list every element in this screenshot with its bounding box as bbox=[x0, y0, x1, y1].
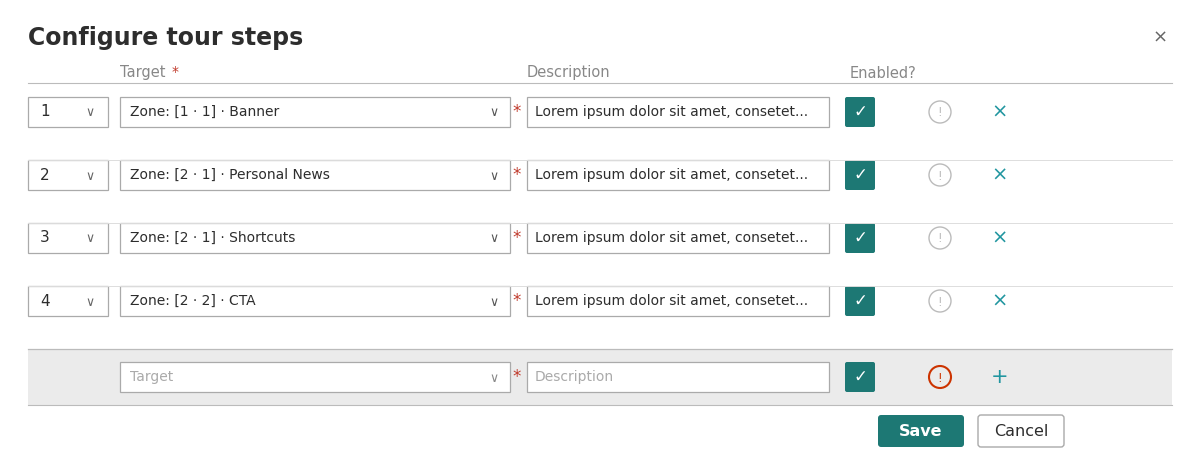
Text: Target: Target bbox=[120, 65, 166, 81]
Text: ×: × bbox=[992, 229, 1008, 248]
Text: !: ! bbox=[937, 170, 942, 183]
Text: Lorem ipsum dolor sit amet, consetet...: Lorem ipsum dolor sit amet, consetet... bbox=[535, 105, 808, 119]
Bar bbox=[120, 223, 510, 253]
Text: ∨: ∨ bbox=[85, 296, 95, 308]
Text: Enabled?: Enabled? bbox=[850, 65, 917, 81]
Text: !: ! bbox=[937, 372, 942, 384]
Text: Description: Description bbox=[527, 65, 611, 81]
Text: Description: Description bbox=[535, 370, 614, 384]
FancyBboxPatch shape bbox=[845, 286, 875, 316]
Text: Lorem ipsum dolor sit amet, consetet...: Lorem ipsum dolor sit amet, consetet... bbox=[535, 231, 808, 245]
Text: 4: 4 bbox=[40, 294, 49, 308]
Text: ∨: ∨ bbox=[85, 106, 95, 119]
Text: ✓: ✓ bbox=[853, 292, 866, 310]
Text: ∨: ∨ bbox=[490, 232, 498, 246]
Text: ∨: ∨ bbox=[490, 106, 498, 119]
Text: ✓: ✓ bbox=[853, 166, 866, 184]
Bar bbox=[120, 362, 510, 392]
Text: Zone: [2 · 2] · CTA: Zone: [2 · 2] · CTA bbox=[130, 294, 256, 308]
Text: Lorem ipsum dolor sit amet, consetet...: Lorem ipsum dolor sit amet, consetet... bbox=[535, 168, 808, 182]
Text: ∨: ∨ bbox=[490, 296, 498, 308]
Text: ×: × bbox=[1152, 29, 1168, 47]
Text: Zone: [1 · 1] · Banner: Zone: [1 · 1] · Banner bbox=[130, 105, 280, 119]
Bar bbox=[120, 97, 510, 127]
Text: *: * bbox=[512, 229, 521, 247]
Bar bbox=[28, 349, 1172, 405]
Text: *: * bbox=[172, 65, 179, 79]
FancyBboxPatch shape bbox=[845, 223, 875, 253]
Text: *: * bbox=[512, 292, 521, 310]
Text: *: * bbox=[512, 368, 521, 386]
Text: 1: 1 bbox=[40, 105, 49, 119]
Text: !: ! bbox=[937, 232, 942, 246]
Text: Configure tour steps: Configure tour steps bbox=[28, 26, 304, 50]
Text: ∨: ∨ bbox=[85, 170, 95, 183]
Text: ∨: ∨ bbox=[490, 170, 498, 183]
Text: Target: Target bbox=[130, 370, 173, 384]
Bar bbox=[527, 160, 829, 190]
Text: Zone: [2 · 1] · Shortcuts: Zone: [2 · 1] · Shortcuts bbox=[130, 231, 295, 245]
Text: 2: 2 bbox=[40, 167, 49, 183]
FancyBboxPatch shape bbox=[845, 97, 875, 127]
Text: *: * bbox=[512, 166, 521, 184]
FancyBboxPatch shape bbox=[978, 415, 1064, 447]
Bar bbox=[527, 223, 829, 253]
Bar bbox=[527, 362, 829, 392]
Bar bbox=[28, 160, 108, 190]
Text: !: ! bbox=[937, 106, 942, 119]
Bar bbox=[28, 286, 108, 316]
Text: !: ! bbox=[937, 296, 942, 308]
Text: Zone: [2 · 1] · Personal News: Zone: [2 · 1] · Personal News bbox=[130, 168, 330, 182]
Text: ×: × bbox=[992, 165, 1008, 184]
Text: Cancel: Cancel bbox=[994, 424, 1048, 438]
Text: ✓: ✓ bbox=[853, 229, 866, 247]
Text: ∨: ∨ bbox=[490, 372, 498, 384]
Bar bbox=[527, 97, 829, 127]
Bar bbox=[28, 223, 108, 253]
Text: ✓: ✓ bbox=[853, 103, 866, 121]
Text: Save: Save bbox=[899, 424, 943, 438]
Text: 3: 3 bbox=[40, 230, 49, 246]
Text: *: * bbox=[512, 103, 521, 121]
Text: ∨: ∨ bbox=[85, 232, 95, 246]
Bar bbox=[120, 160, 510, 190]
Bar bbox=[527, 286, 829, 316]
Bar bbox=[120, 286, 510, 316]
Text: ×: × bbox=[992, 291, 1008, 311]
Bar bbox=[28, 97, 108, 127]
Text: ×: × bbox=[992, 102, 1008, 122]
Text: ✓: ✓ bbox=[853, 368, 866, 386]
Text: Lorem ipsum dolor sit amet, consetet...: Lorem ipsum dolor sit amet, consetet... bbox=[535, 294, 808, 308]
FancyBboxPatch shape bbox=[878, 415, 964, 447]
Text: +: + bbox=[991, 367, 1009, 387]
FancyBboxPatch shape bbox=[845, 362, 875, 392]
FancyBboxPatch shape bbox=[845, 160, 875, 190]
